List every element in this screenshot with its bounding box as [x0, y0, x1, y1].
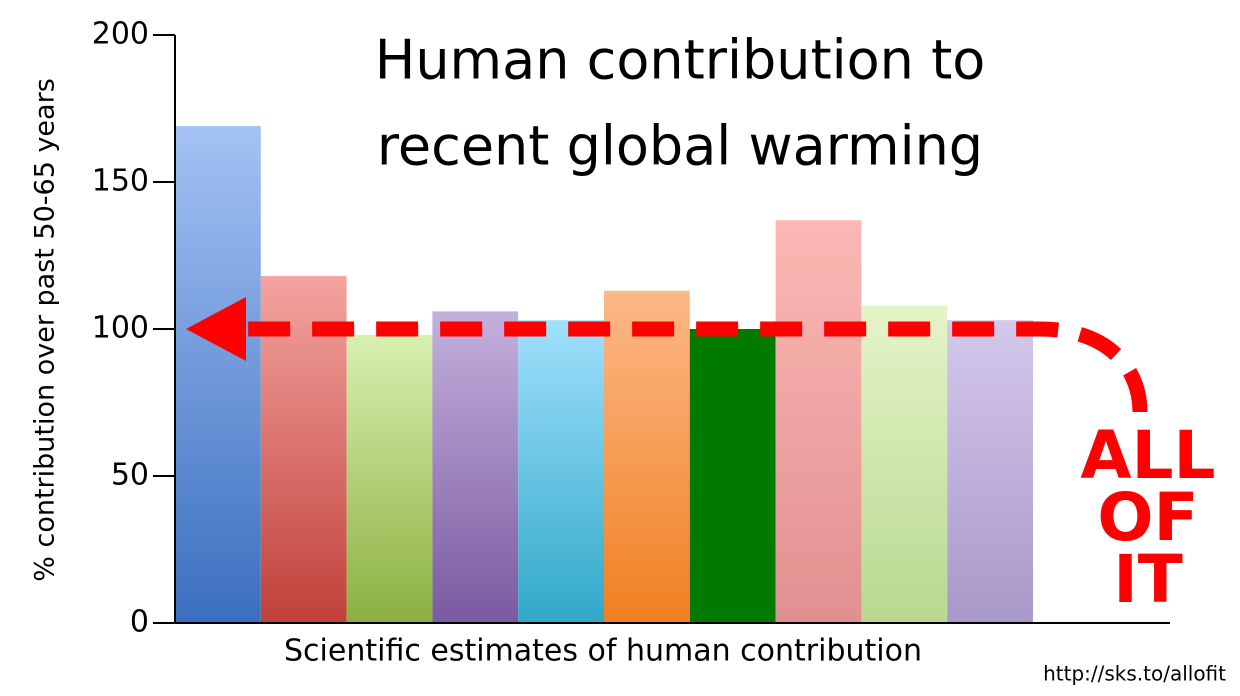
- bar: [346, 334, 433, 623]
- bar: [861, 305, 948, 623]
- chart-title: recent global warming: [377, 115, 983, 178]
- x-axis-label: Scientific estimates of human contributi…: [284, 634, 922, 669]
- bar: [947, 320, 1033, 623]
- y-axis-label: % contribution over past 50-65 years: [30, 78, 61, 582]
- bar: [432, 311, 519, 623]
- annotation: ALL: [1080, 417, 1215, 494]
- y-tick-label: 200: [92, 17, 149, 52]
- y-tick-label: 0: [130, 605, 149, 640]
- y-tick-label: 100: [92, 311, 149, 346]
- source: http://sks.to/allofit: [1043, 662, 1226, 686]
- bar: [775, 220, 862, 623]
- annotation: OF: [1097, 479, 1198, 556]
- bar: [689, 329, 776, 623]
- arrow-line: [245, 321, 1148, 413]
- annotation: IT: [1113, 541, 1183, 618]
- y-tick-label: 150: [92, 164, 149, 199]
- arrowhead: [186, 297, 246, 361]
- y-tick-label: 50: [111, 458, 149, 493]
- chart-title: Human contribution to: [375, 29, 986, 92]
- bar: [604, 290, 690, 623]
- bar: [518, 320, 604, 623]
- bar: [175, 126, 261, 623]
